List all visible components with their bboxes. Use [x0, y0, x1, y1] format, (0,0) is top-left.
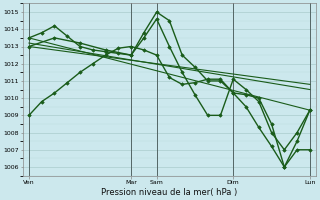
X-axis label: Pression niveau de la mer( hPa ): Pression niveau de la mer( hPa )	[101, 188, 237, 197]
